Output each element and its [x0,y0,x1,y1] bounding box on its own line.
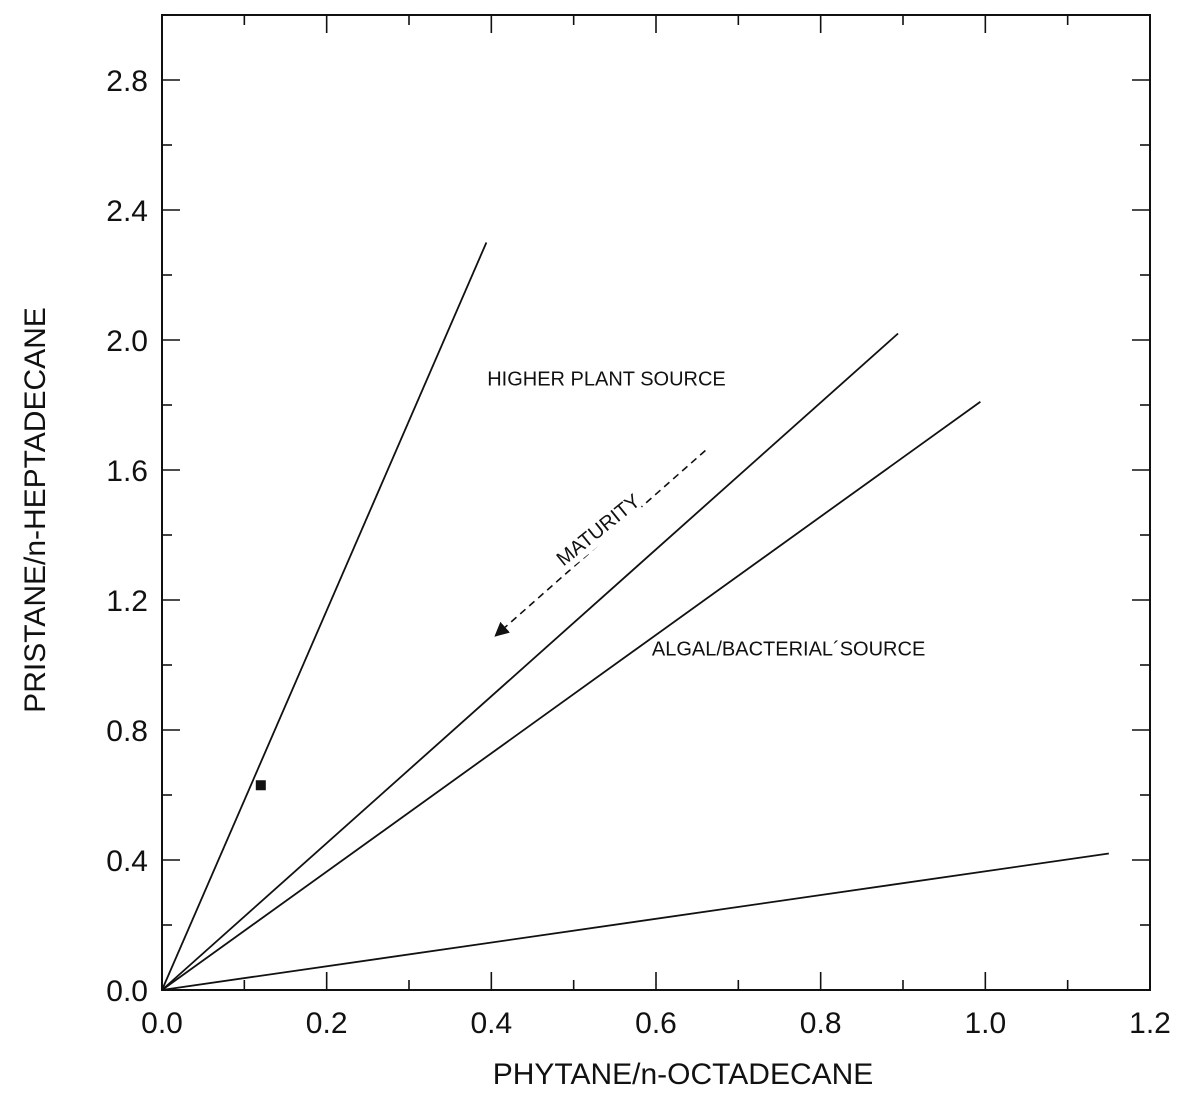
source-boundary-line [161,242,488,991]
y-tick-label: 2.0 [106,325,148,358]
y-tick-label: 1.6 [106,455,148,488]
y-tick-label: 2.8 [106,65,148,98]
x-tick-label: 0.4 [470,1007,512,1040]
axis-ticks [161,14,1151,991]
x-tick-label: 1.2 [1129,1007,1171,1040]
x-tick-label: 1.0 [964,1007,1006,1040]
plot-frame [161,14,1151,991]
annotation-label: ALGAL/BACTERIAL´SOURCE [652,638,925,660]
y-tick-label: 0.0 [106,975,148,1008]
y-tick-label: 0.4 [106,845,148,878]
source-boundary-line [161,332,899,991]
y-axis-title: PRISTANE/n-HEPTADECANE [19,307,52,713]
x-axis-title: PHYTANE/n-OCTADECANE [493,1058,874,1091]
data-point [255,780,266,791]
axis-tick-labels: 0.0 0.2 0.4 0.6 0.8 1.0 1.2 0.0 0.4 0.8 1.2 1.6 2.0 2… [106,65,1171,1040]
y-tick-label: 0.8 [106,715,148,748]
x-tick-label: 0.0 [141,1007,183,1040]
annotation-backdrop [553,490,644,570]
x-tick-label: 0.2 [306,1007,348,1040]
source-boundary-line [161,401,981,991]
x-tick-label: 0.8 [800,1007,842,1040]
source-boundary-line [161,852,1109,991]
x-tick-label: 0.6 [635,1007,677,1040]
maturity-arrow [494,449,706,637]
annotation-label: MATURITY [553,490,645,570]
y-tick-label: 1.2 [106,585,148,618]
annotations: HIGHER PLANT SOURCE ALGAL/BACTERIAL´SOURC… [487,369,925,661]
maturity-arrow-line [494,449,706,637]
reference-lines [161,242,1109,991]
annotation-label: HIGHER PLANT SOURCE [487,369,726,391]
y-tick-label: 2.4 [106,195,148,228]
data-points [255,780,266,791]
